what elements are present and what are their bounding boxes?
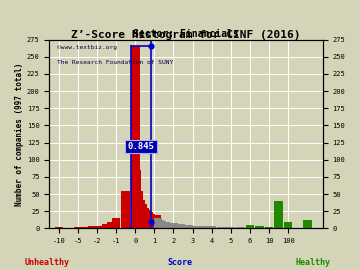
Bar	[88, 227, 96, 228]
Bar	[207, 227, 216, 228]
Bar	[188, 226, 197, 228]
Bar	[54, 227, 63, 228]
Bar	[150, 218, 159, 228]
Bar	[148, 215, 157, 228]
Bar	[146, 214, 155, 228]
Text: Healthy: Healthy	[296, 258, 331, 267]
Bar	[192, 226, 201, 228]
Text: Unhealthy: Unhealthy	[24, 258, 69, 267]
Bar	[137, 200, 145, 228]
Bar	[83, 227, 92, 228]
Bar	[93, 227, 101, 228]
Bar	[98, 226, 106, 228]
Bar	[196, 227, 204, 228]
Y-axis label: Number of companies (997 total): Number of companies (997 total)	[15, 62, 24, 206]
Bar	[143, 210, 151, 228]
Bar	[158, 221, 166, 228]
Bar	[140, 208, 149, 228]
Bar	[121, 191, 130, 228]
Bar	[112, 218, 121, 228]
Bar	[152, 215, 161, 228]
Bar	[133, 170, 141, 228]
Text: ©www.textbiz.org: ©www.textbiz.org	[58, 45, 117, 50]
Bar	[177, 224, 185, 228]
Bar	[167, 224, 176, 228]
Bar	[200, 227, 208, 228]
Bar	[73, 227, 82, 228]
Bar	[107, 222, 116, 228]
Bar	[303, 220, 311, 228]
Bar	[163, 223, 172, 228]
Bar	[144, 212, 153, 228]
Bar	[159, 222, 168, 228]
Bar	[284, 222, 292, 228]
Bar	[255, 227, 264, 228]
Title: Z’-Score Histogram for CINF (2016): Z’-Score Histogram for CINF (2016)	[71, 29, 301, 39]
Bar	[78, 227, 87, 228]
Bar	[131, 46, 140, 228]
Bar	[265, 227, 273, 228]
Bar	[173, 224, 181, 228]
Text: 0.845: 0.845	[128, 142, 154, 151]
Bar	[156, 220, 165, 228]
Bar	[184, 225, 193, 228]
Bar	[246, 225, 254, 228]
Bar	[217, 227, 226, 228]
Bar	[226, 227, 235, 228]
Bar	[135, 191, 143, 228]
Text: The Research Foundation of SUNY: The Research Foundation of SUNY	[58, 60, 174, 65]
Text: Score: Score	[167, 258, 193, 267]
Bar	[169, 223, 178, 228]
Bar	[274, 201, 283, 228]
Bar	[236, 227, 245, 228]
Bar	[154, 218, 162, 228]
Bar	[181, 225, 189, 228]
Bar	[165, 224, 174, 228]
Bar	[139, 204, 147, 228]
Bar	[162, 222, 170, 228]
Bar	[102, 224, 111, 228]
Bar	[203, 227, 212, 228]
Text: Sector: Financials: Sector: Financials	[133, 29, 239, 39]
